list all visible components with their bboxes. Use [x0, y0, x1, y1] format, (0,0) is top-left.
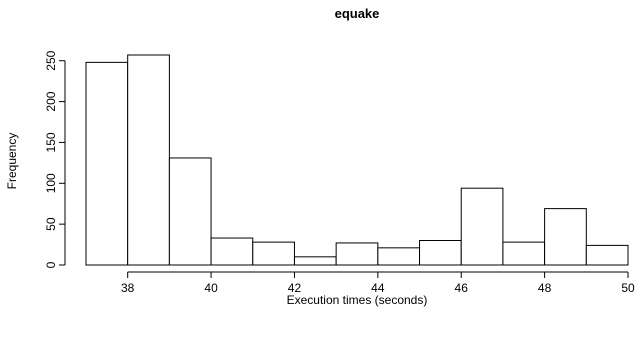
x-tick-label: 44 — [371, 281, 385, 295]
y-tick-label: 200 — [44, 91, 58, 111]
histogram-bar-6 — [335, 242, 379, 266]
y-tick-label: 150 — [44, 132, 58, 152]
histogram-bar-10 — [502, 241, 546, 266]
histogram-bar-11 — [544, 208, 587, 266]
y-tick-label: 250 — [44, 50, 58, 70]
x-tick-label: 42 — [288, 281, 302, 295]
y-tick-label: 50 — [44, 217, 58, 231]
histogram-bar-3 — [210, 237, 254, 266]
x-tick-label: 48 — [538, 281, 552, 295]
x-axis: 38 40 42 44 46 48 50 — [121, 271, 635, 295]
x-tick-label: 50 — [621, 281, 635, 295]
x-tick-label: 46 — [455, 281, 469, 295]
y-tick-label: 100 — [44, 173, 58, 193]
histogram-bar-9 — [460, 187, 504, 266]
histogram-bar-4 — [252, 241, 295, 266]
y-axis-label: Frequency — [5, 133, 19, 190]
histogram-bar-2 — [168, 157, 212, 266]
chart-title: equake — [335, 6, 380, 21]
x-axis-label: Execution times (seconds) — [287, 293, 428, 307]
histogram-bar-7 — [377, 247, 421, 266]
x-tick-label: 40 — [204, 281, 218, 295]
histogram-bar-8 — [419, 239, 462, 266]
x-tick-label: 38 — [121, 281, 135, 295]
histogram-bar-12 — [585, 244, 629, 266]
y-axis: 0 50 100 150 200 250 — [44, 50, 66, 268]
histogram-bar-1 — [127, 54, 170, 266]
histogram-bar-5 — [293, 256, 337, 266]
bars-group — [85, 54, 629, 266]
histogram-bar-0 — [85, 61, 129, 266]
y-tick-label: 0 — [44, 261, 58, 268]
